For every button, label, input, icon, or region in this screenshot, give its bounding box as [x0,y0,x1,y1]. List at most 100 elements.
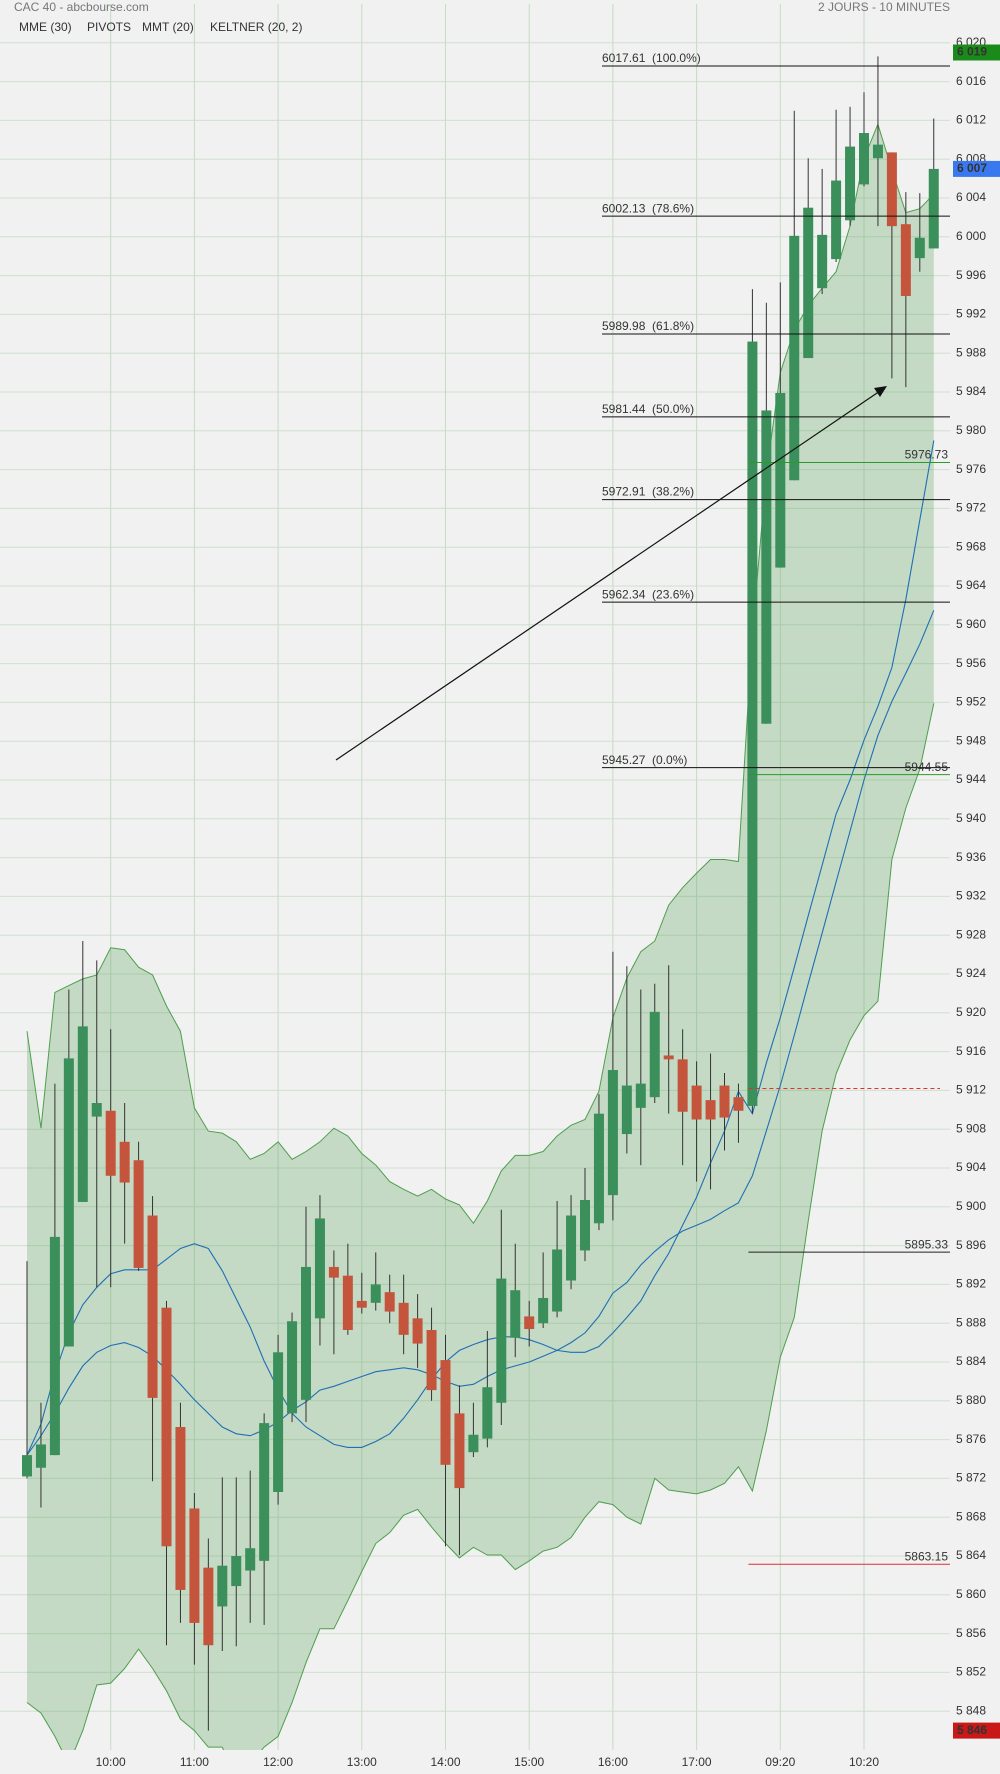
candle-body [356,1300,367,1308]
x-tick-label: 16:00 [598,1755,628,1769]
candle-body [900,224,911,296]
candle-body [105,1110,116,1176]
x-tick-label: 14:00 [430,1755,460,1769]
y-tick-label: 6 000 [956,229,986,243]
y-tick-label: 5 908 [956,1121,986,1135]
candle-body [510,1290,521,1338]
price-badge [953,44,1000,61]
arrow-head [874,386,887,397]
y-tick-label: 5 912 [956,1083,986,1097]
candle-body [35,1444,46,1468]
candle-body [914,237,925,259]
price-badge [953,160,1000,177]
candle-body [872,144,883,159]
x-tick-label: 10:20 [849,1755,879,1769]
candle-body [859,133,869,185]
y-tick-label: 5 852 [956,1665,986,1679]
y-tick-label: 5 892 [956,1277,986,1291]
candle-body [705,1100,716,1120]
candle-body [566,1215,577,1281]
candle-body [677,1059,688,1112]
fib-label: 5945.27 (0.0%) [602,753,687,767]
y-tick-label: 5 932 [956,889,986,903]
candle-body [747,341,758,1106]
candle-body [635,1083,646,1108]
candle-body [412,1318,423,1344]
candle-body [217,1565,228,1607]
candle-body [314,1218,325,1319]
y-tick-label: 5 956 [956,656,986,670]
candle-body [733,1097,744,1111]
x-tick-label: 10:00 [96,1755,126,1769]
pivot-label: 5976.73 [905,448,949,462]
candle-body [22,1455,32,1477]
price-badge-label: 6 007 [957,161,987,175]
fib-label: 5972.91 (38.2%) [602,485,694,499]
annotation-arrow [335,390,881,761]
candle-body [719,1085,730,1118]
y-tick-label: 6 004 [956,190,986,204]
y-tick-label: 5 948 [956,733,986,747]
y-tick-label: 5 872 [956,1471,986,1485]
y-tick-label: 5 944 [956,772,986,786]
candle-body [538,1297,549,1324]
y-tick-label: 5 900 [956,1199,986,1213]
fib-label: 6017.61 (100.0%) [602,51,701,65]
plot-area [22,56,939,1750]
candle-body [398,1302,409,1335]
y-tick-label: 6 016 [956,74,986,88]
y-tick-label: 5 856 [956,1626,986,1640]
x-tick-label: 17:00 [682,1755,712,1769]
y-tick-label: 5 880 [956,1393,986,1407]
candle-body [691,1085,702,1120]
candle-body [649,1011,660,1098]
y-tick-label: 5 904 [956,1160,986,1174]
plot-layer: 5 848 5 852 5 856 5 860 5 864 5 868 5 872 5 876… [0,4,1000,1769]
candle-body [147,1215,158,1398]
chart-title: CAC 40 - abcbourse.com [14,0,149,14]
y-tick-label: 5 848 [956,1703,986,1717]
candle-body [454,1413,465,1489]
candle-body [468,1434,479,1453]
candle-body [231,1556,242,1587]
keltner-upper [26,122,935,1225]
chart-subtitle: 2 JOURS - 10 MINUTES [818,0,950,14]
candle-body [245,1548,256,1571]
y-tick-label: 5 988 [956,345,986,359]
pivot-label: 5863.15 [905,1549,949,1563]
candle-body [440,1360,451,1465]
candle-body [426,1329,437,1391]
candle-body [845,146,856,221]
candle-body [482,1387,493,1439]
y-tick-label: 5 940 [956,811,986,825]
y-tick-label: 5 924 [956,966,986,980]
candle-body [203,1567,214,1646]
price-badge-label: 6 019 [957,45,987,59]
candle-body [803,207,814,359]
candle-body [607,1070,618,1196]
y-tick-label: 5 884 [956,1354,986,1368]
fib-label: 6002.13 (78.6%) [602,201,694,215]
y-tick-label: 5 864 [956,1548,986,1562]
y-tick-label: 5 896 [956,1238,986,1252]
y-tick-label: 5 936 [956,850,986,864]
fib-label: 5962.34 (23.6%) [602,587,694,601]
y-tick-label: 5 916 [956,1044,986,1058]
legend-entry: MME (30) [19,20,72,34]
y-tick-label: 5 992 [956,307,986,321]
y-tick-label: 5 964 [956,578,986,592]
y-tick-label: 5 928 [956,927,986,941]
y-tick-label: 5 888 [956,1315,986,1329]
candle-body [761,410,772,724]
candle-body [370,1284,381,1303]
legend-entry: MMT (20) [142,20,194,34]
x-tick-label: 11:00 [180,1755,209,1769]
candle-body [552,1249,563,1312]
candle-body [775,392,786,568]
x-tick-label: 13:00 [347,1755,377,1769]
y-tick-label: 5 920 [956,1005,986,1019]
fib-label: 5989.98 (61.8%) [602,319,694,333]
x-tick-label: 15:00 [514,1755,544,1769]
